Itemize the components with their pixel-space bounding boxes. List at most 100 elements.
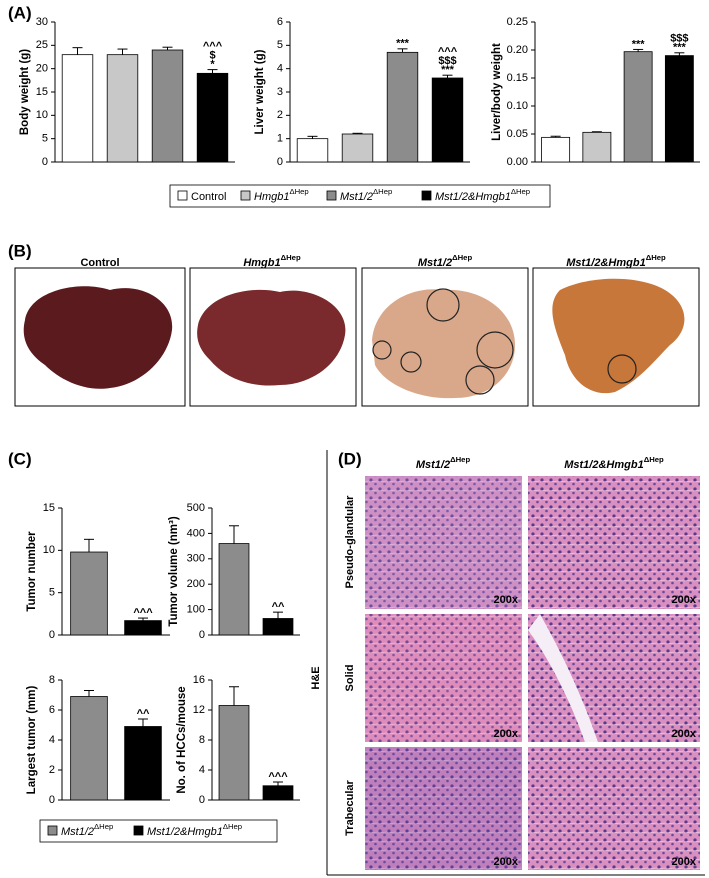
y-tick-label: 10 xyxy=(43,544,55,556)
legend-label: Mst1/2&Hmgb1ΔHep xyxy=(147,822,242,838)
y-tick-label: 0 xyxy=(42,156,48,168)
liver xyxy=(552,278,685,394)
magnification-label: 200x xyxy=(494,728,519,740)
significance-label: * xyxy=(210,59,215,71)
photo-label: Hmgb1ΔHep xyxy=(243,253,301,269)
y-tick-label: 4 xyxy=(199,764,205,776)
tile xyxy=(528,614,700,742)
label-superscript: ΔHep xyxy=(373,187,392,196)
tile xyxy=(528,747,700,870)
bar xyxy=(582,131,612,163)
label-name: Mst1/2 xyxy=(416,459,450,471)
y-tick-label: 300 xyxy=(187,553,205,565)
bar xyxy=(341,133,374,163)
y-tick-label: 5 xyxy=(277,39,283,51)
y-tick-label: 4 xyxy=(277,63,283,75)
significance-label: *** xyxy=(441,64,455,76)
label-name: Mst1/2&Hmgb1 xyxy=(435,191,511,203)
y-tick-label: 100 xyxy=(187,604,205,616)
y-tick-label: 5 xyxy=(42,133,48,145)
label-superscript: ΔHep xyxy=(281,253,301,262)
bar xyxy=(664,55,694,163)
bar xyxy=(70,696,108,801)
label-superscript: ΔHep xyxy=(223,822,242,831)
y-tick-label: 0 xyxy=(277,156,283,168)
row-label: Trabecular xyxy=(344,779,356,835)
stain-label: H&E xyxy=(310,666,322,689)
significance-label: ^^^ xyxy=(203,41,223,53)
label-superscript: ΔHep xyxy=(289,187,308,196)
y-tick-label: 8 xyxy=(49,674,55,686)
label-superscript: ΔHep xyxy=(646,253,666,262)
photo-label: Mst1/2ΔHep xyxy=(418,253,473,269)
significance-label: *** xyxy=(632,38,646,50)
significance-label: ^^^ xyxy=(438,46,458,58)
y-tick-label: 200 xyxy=(187,578,205,590)
photo-label: Mst1/2&Hmgb1ΔHep xyxy=(566,253,666,269)
panel-label: (B) xyxy=(8,241,32,260)
legend-swatch xyxy=(47,825,58,836)
tile xyxy=(365,747,522,870)
bar xyxy=(218,705,250,801)
label-name: Control xyxy=(191,191,226,203)
legend-label: Mst1/2ΔHep xyxy=(340,187,392,203)
liver xyxy=(197,289,346,386)
legend-swatch xyxy=(177,190,188,201)
significance-label: $$$ xyxy=(670,33,688,45)
label-superscript: ΔHep xyxy=(94,822,113,831)
y-tick-label: 6 xyxy=(277,16,283,28)
magnification-label: 200x xyxy=(672,728,697,740)
legend-label: Mst1/2ΔHep xyxy=(61,822,113,838)
significance-label: ^^ xyxy=(272,601,285,613)
label-superscript: ΔHep xyxy=(452,253,472,262)
y-tick-label: 0.10 xyxy=(507,100,528,112)
legend-label: Control xyxy=(191,191,226,203)
bar xyxy=(124,726,162,801)
label-name: Mst1/2&Hmgb1 xyxy=(566,257,645,269)
tumor-circles xyxy=(372,288,514,395)
tile-tint xyxy=(365,476,522,609)
label-name: Mst1/2 xyxy=(340,191,373,203)
bar xyxy=(196,72,229,163)
y-axis-label: Largest tumor (mm) xyxy=(26,686,38,795)
label-name: Control xyxy=(80,257,119,269)
y-tick-label: 15 xyxy=(36,86,48,98)
row-label: Pseudo-glandular xyxy=(344,495,356,589)
y-tick-label: 0.15 xyxy=(507,72,528,84)
legend-swatch xyxy=(326,190,337,201)
label-name: Hmgb1 xyxy=(254,191,289,203)
tile xyxy=(365,614,522,742)
legend-label: Hmgb1ΔHep xyxy=(254,187,309,203)
y-tick-label: 6 xyxy=(49,704,55,716)
y-tick-label: 30 xyxy=(36,16,48,28)
significance-label: ^^^ xyxy=(133,607,153,619)
vessel xyxy=(528,614,598,742)
legend-box xyxy=(169,184,551,208)
column-label: Mst1/2ΔHep xyxy=(416,455,471,471)
significance-label: ^^ xyxy=(137,708,150,720)
bar xyxy=(124,620,162,636)
y-tick-label: 0.00 xyxy=(507,156,528,168)
bar xyxy=(151,49,184,163)
bar xyxy=(262,785,294,801)
legend-swatch xyxy=(240,190,251,201)
y-tick-label: 500 xyxy=(187,502,205,514)
legend-label: Mst1/2&Hmgb1ΔHep xyxy=(435,187,530,203)
label-name: Mst1/2&Hmgb1 xyxy=(564,459,643,471)
y-tick-label: 0.20 xyxy=(507,44,528,56)
significance-label: *** xyxy=(396,38,410,50)
tile-tint xyxy=(365,747,522,870)
legend-swatch xyxy=(133,825,144,836)
label-name: Mst1/2&Hmgb1 xyxy=(147,826,223,838)
tile xyxy=(528,476,700,609)
y-axis-label: No. of HCCs/mouse xyxy=(176,686,188,793)
tile xyxy=(365,476,522,609)
bar xyxy=(541,136,571,163)
label-superscript: ΔHep xyxy=(644,455,664,464)
bar xyxy=(623,51,653,163)
tumor-circle xyxy=(607,354,637,384)
bar xyxy=(70,551,108,636)
magnification-label: 200x xyxy=(494,856,519,868)
label-name: Hmgb1 xyxy=(243,257,280,269)
